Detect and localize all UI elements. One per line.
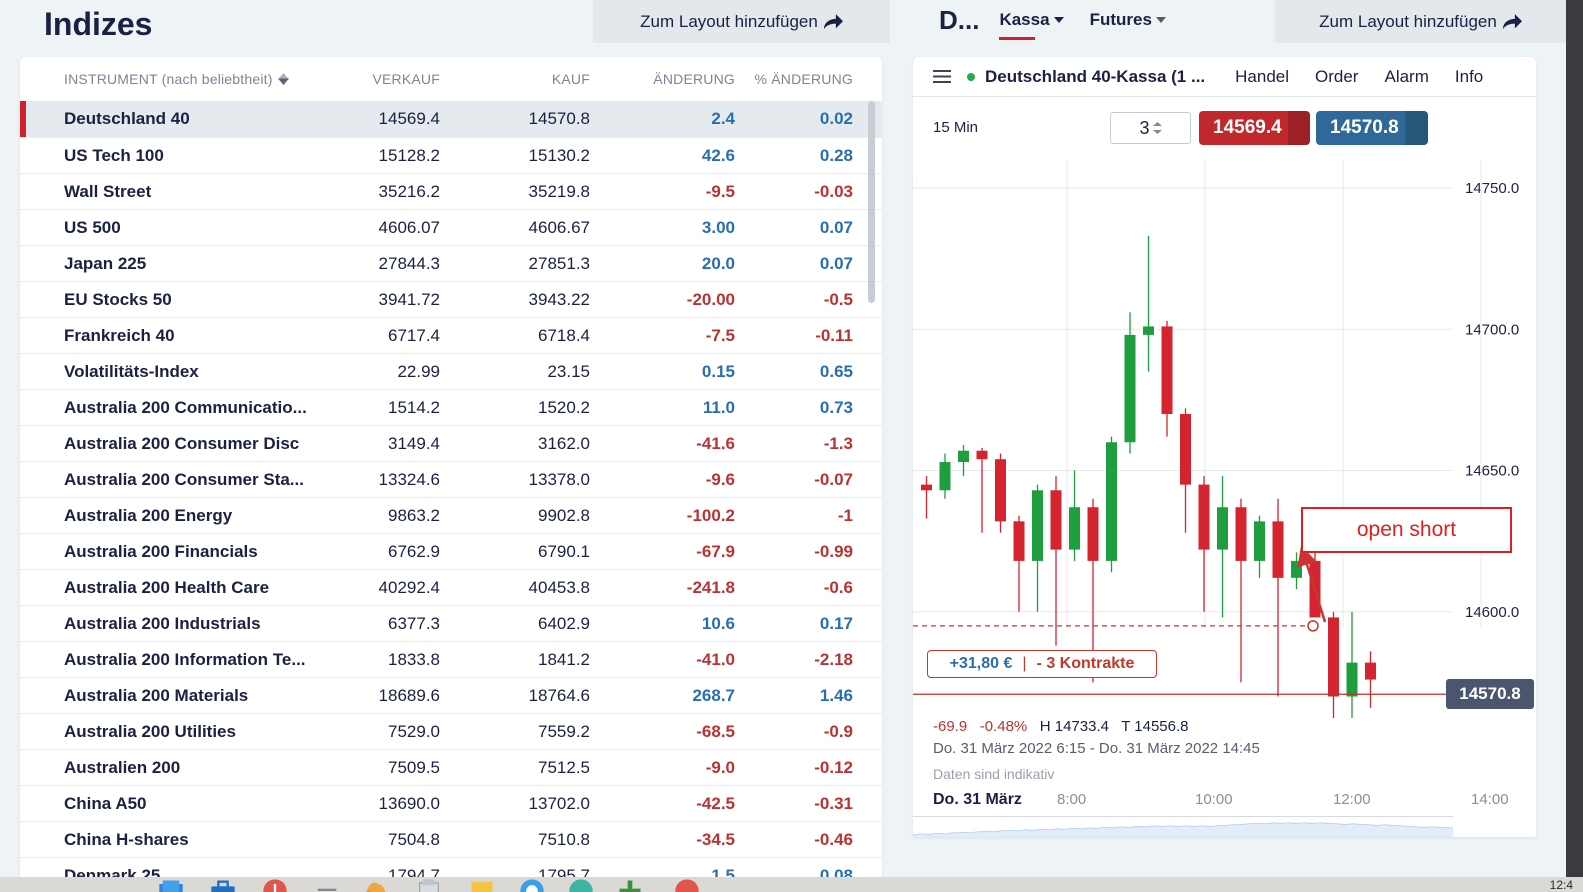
svg-text:14650.0: 14650.0	[1465, 463, 1519, 480]
svg-text:14750.0: 14750.0	[1465, 180, 1519, 197]
svg-text:14700.0: 14700.0	[1465, 321, 1519, 338]
svg-text:14600.0: 14600.0	[1465, 604, 1519, 621]
